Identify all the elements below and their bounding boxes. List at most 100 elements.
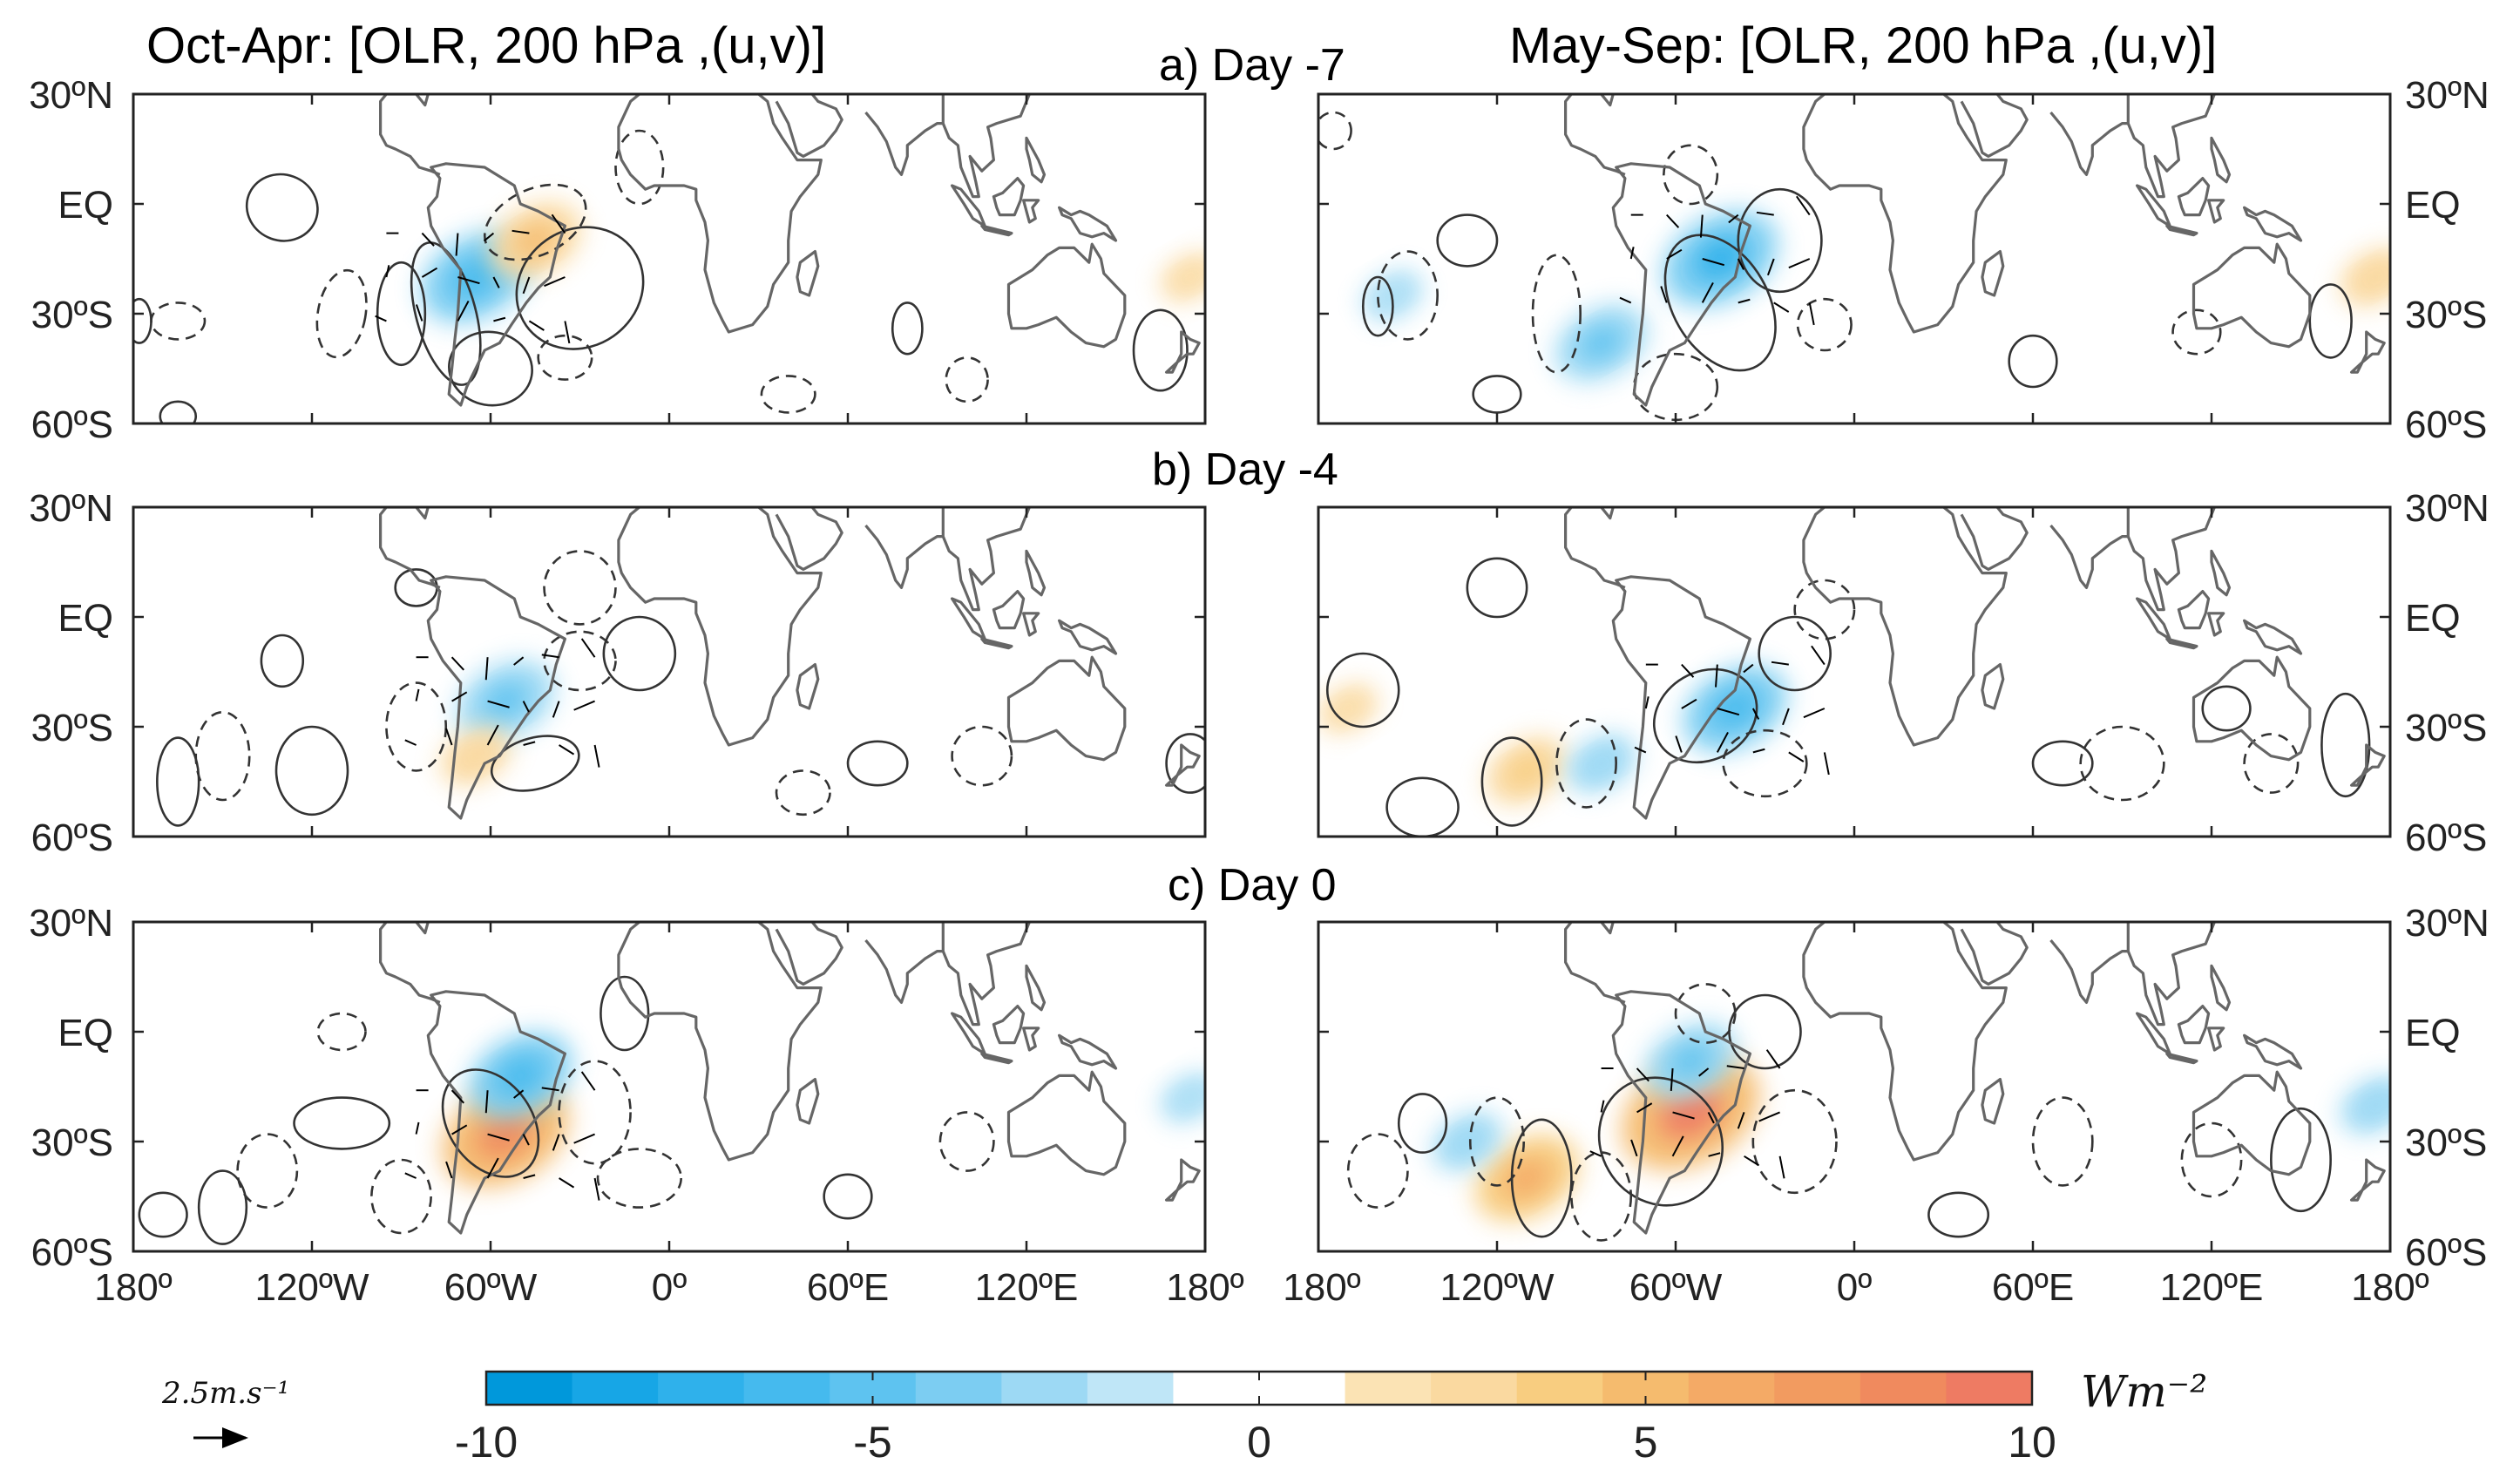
wind-vector [1701, 281, 1714, 303]
coastline-indochina [941, 507, 1031, 612]
wind-vector [1758, 1111, 1780, 1122]
wind-vector [1751, 708, 1760, 720]
coastline-java [2165, 224, 2198, 237]
left-column-title: Oct-Apr: [OLR, 200 hPa ,(u,v)] [146, 17, 826, 74]
lat-tick-label: EQ [58, 184, 113, 227]
wind-vector [523, 1174, 536, 1179]
coastline-sulawesi [2207, 612, 2225, 637]
coastline-australia [2191, 1070, 2312, 1176]
coastline-sumatra [2136, 597, 2171, 640]
contour-negative-8 [1377, 250, 1439, 341]
coastline-africa [1802, 922, 2008, 1162]
lat-tick-label: 60ºS [2405, 403, 2487, 446]
wind-vector [1698, 1067, 1710, 1077]
wind-vector [541, 654, 559, 659]
contour-positive-6 [2308, 283, 2353, 359]
coastline-borneo [2177, 177, 2211, 217]
coastline-southAmerica [426, 990, 567, 1235]
contour-negative-11 [1796, 297, 1853, 352]
panel-may-sep-day-minus-4 [1317, 505, 2392, 838]
contour-positive-1 [515, 226, 645, 350]
wind-vector [415, 304, 423, 322]
colorbar-segment [1688, 1372, 1775, 1405]
lon-tick-label: 0º [652, 1266, 688, 1309]
wind-vector [451, 691, 468, 702]
wind-vector [1803, 708, 1826, 719]
wind-vector [1636, 1067, 1650, 1082]
coastline-java [2165, 1052, 2198, 1065]
wind-vector [1773, 302, 1790, 313]
row-title-b: b) Day -4 [1152, 444, 1338, 495]
contour-negative-12 [760, 375, 816, 414]
contour-positive-1 [1361, 275, 1394, 337]
coastline-indochina [2126, 94, 2216, 199]
coastline-southAmerica [426, 575, 567, 820]
contour-negative-13 [951, 725, 1013, 787]
lat-tick-label: 30ºS [2405, 294, 2487, 336]
coastline-arabia [1960, 507, 2029, 572]
wind-vector [404, 739, 417, 746]
contour-positive-6 [846, 740, 909, 787]
coastline-philippines [2210, 964, 2232, 1012]
coastline-centralAmerica [379, 922, 441, 1004]
coastline-southAmerica [1611, 575, 1752, 820]
coastline-madagascar [796, 662, 820, 710]
wind-vector [455, 233, 459, 256]
wind-vector [1629, 247, 1635, 260]
wind-vector [487, 1133, 510, 1142]
lat-tick-label: 30ºS [31, 294, 113, 336]
wind-vector [541, 1087, 559, 1092]
coastline-borneo [2177, 589, 2211, 630]
contour-negative-7 [315, 268, 368, 359]
coastline-java [980, 637, 1013, 650]
lat-tick-label: 30ºN [2405, 487, 2490, 530]
coastline-japan [1056, 907, 1071, 918]
coastline-australia [1006, 1070, 1127, 1176]
wind-vector [1726, 1065, 1744, 1069]
coastline-philippines [1025, 549, 1047, 597]
contour-positive-8 [2320, 692, 2371, 798]
wind-vector [1728, 213, 1739, 224]
contour-positive-3 [1385, 776, 1460, 837]
lat-axis-left: 30ºN EQ 30ºS 60ºS 30ºN EQ 30ºS 60ºS 30ºN EQ 30ºS 60… [29, 74, 113, 1274]
coastline-australia [1006, 655, 1127, 762]
coastline-sumatra [950, 184, 986, 227]
wind-vector [1778, 1155, 1785, 1179]
wind-vector [1765, 1049, 1781, 1069]
coastline-indochina [941, 94, 1031, 199]
olr-anomaly-core-0 [450, 256, 501, 298]
wind-vector [1743, 663, 1754, 674]
contour-positive-2 [376, 261, 427, 367]
lon-tick-label: 0º [1837, 1266, 1873, 1309]
wind-vector [445, 1161, 453, 1179]
olr-anomaly-core-3 [1335, 697, 1362, 720]
row-title-a: a) Day -7 [1159, 40, 1345, 91]
lon-tick-label: 120ºW [1440, 1266, 1554, 1309]
olr-anomaly-core-3 [2359, 264, 2390, 290]
wind-vector [1716, 731, 1729, 753]
wind-vector [1699, 214, 1704, 238]
wind-vector [1756, 211, 1774, 216]
lon-tick-label: 60ºE [807, 1266, 889, 1309]
reference-vector: 2.5m.s⁻¹ [161, 1376, 289, 1448]
wind-vector [1715, 664, 1718, 688]
panel-oct-apr-day-minus-4 [132, 505, 1207, 838]
wind-vector [593, 744, 600, 768]
wind-vector [580, 638, 596, 658]
contour-positive-5 [823, 1173, 873, 1220]
contour-positive-2 [1480, 736, 1543, 827]
contour-positive-4 [490, 735, 580, 792]
contour-negative-9 [1555, 718, 1617, 809]
lat-tick-label: 60ºS [31, 403, 113, 446]
coastline-southAmerica [426, 162, 567, 407]
contour-negative-10 [1722, 728, 1808, 798]
wind-vector [1738, 298, 1751, 304]
panel-oct-apr-day-minus-7 [132, 79, 1207, 425]
colorbar-segment [572, 1372, 659, 1405]
coastline-sulawesi [2207, 1027, 2225, 1052]
coastline-japan [1056, 79, 1071, 91]
coastline-centralAmerica [379, 94, 441, 176]
wind-vector [1666, 213, 1680, 228]
wind-vector [404, 1172, 417, 1179]
wind-vector [511, 229, 530, 234]
